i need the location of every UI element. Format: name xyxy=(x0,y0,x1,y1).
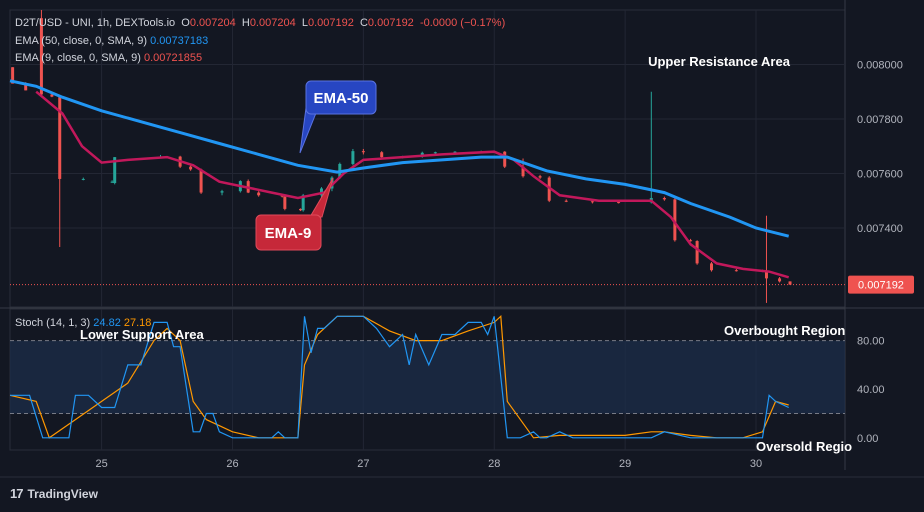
price-tick-label: 0.007400 xyxy=(857,223,903,235)
time-tick-label: 27 xyxy=(357,458,369,470)
ema9-callout-box xyxy=(255,214,322,251)
candle-body xyxy=(503,151,507,167)
price-tick-label: 0.007600 xyxy=(857,168,903,180)
ema9-line xyxy=(35,90,790,279)
tradingview-logo[interactable]: 17 TradingView xyxy=(10,486,98,501)
candle-body xyxy=(538,176,542,178)
stoch-tick-label: 80.00 xyxy=(857,336,885,348)
ema50-legend-label: EMA (50, close, 0, SMA, 9) xyxy=(15,35,148,47)
candle-body xyxy=(283,196,287,209)
candle-body xyxy=(113,157,117,184)
high-value: 0.007204 xyxy=(249,17,296,29)
candle-body xyxy=(299,208,303,211)
header-line-3[interactable]: EMA (9, close, 0, SMA, 9) 0.00721855 xyxy=(15,52,202,64)
ema50-line xyxy=(9,79,790,238)
candle-body xyxy=(689,240,693,242)
ema50-callout-box xyxy=(305,80,377,115)
price-tick-label: 0.007800 xyxy=(857,114,903,126)
time-tick-label: 28 xyxy=(488,458,500,470)
candle-body xyxy=(433,152,437,154)
upper-resistance-label: Upper Resistance Area xyxy=(648,54,791,69)
stoch-legend[interactable]: Stoch (14, 1, 3) 24.82 27.18 xyxy=(15,317,151,329)
tradingview-logo-text: TradingView xyxy=(27,486,98,501)
candle-body xyxy=(24,83,28,91)
close-label: C xyxy=(359,17,368,29)
price-tick-label: 0.008000 xyxy=(857,59,903,71)
time-tick-label: 29 xyxy=(619,458,631,470)
candle-body xyxy=(199,169,203,193)
candle-body xyxy=(662,198,666,200)
ema9-legend-value: 0.00721855 xyxy=(144,52,203,64)
ema9-callout-label: EMA-9 xyxy=(265,225,312,242)
candle-body xyxy=(453,151,457,153)
ema50-callout-label: EMA-50 xyxy=(313,90,368,107)
stoch-tick-label: 40.00 xyxy=(857,384,885,396)
candle-body xyxy=(351,151,355,164)
low-label: L xyxy=(301,17,308,29)
open-label: O xyxy=(181,17,190,29)
ema50-callout-pointer xyxy=(299,107,319,154)
candle-body xyxy=(11,67,15,84)
time-tick-label: 26 xyxy=(226,458,238,470)
candle-body xyxy=(110,181,114,183)
open-value: 0.007204 xyxy=(189,17,236,29)
candle-body xyxy=(380,152,384,158)
high-label: H xyxy=(241,17,250,29)
candle-body xyxy=(301,195,305,211)
candle-body xyxy=(778,278,782,282)
oversold-label: Oversold Regio xyxy=(756,439,852,454)
ema50-legend-value: 0.00737183 xyxy=(150,35,209,47)
candle-body xyxy=(764,271,768,279)
header-line-1: D2T/USD - UNI, 1h, DEXTools.io O0.007204… xyxy=(15,17,505,29)
stoch-band-fill xyxy=(10,340,845,414)
candle-body xyxy=(39,18,43,95)
stoch-k-line xyxy=(10,315,789,439)
candle-body xyxy=(617,202,621,204)
last-price-badge xyxy=(848,275,914,294)
candle-body xyxy=(590,201,594,203)
candle-body xyxy=(564,200,568,202)
ema9-legend-label: EMA (9, close, 0, SMA, 9) xyxy=(15,52,141,64)
time-tick-label: 25 xyxy=(95,458,107,470)
candle-body xyxy=(361,151,365,153)
stoch-k-value: 24.82 xyxy=(93,317,121,329)
candle-body xyxy=(788,281,792,285)
low-value: 0.007192 xyxy=(307,17,354,29)
overbought-label: Overbought Region xyxy=(724,323,845,338)
candle-body xyxy=(257,192,261,196)
candle-body xyxy=(673,199,677,241)
change-value: -0.0000 (−0.17%) xyxy=(419,17,506,29)
candle-body xyxy=(521,166,525,177)
lower-support-label: Lower Support Area xyxy=(80,327,205,342)
candle-body xyxy=(81,178,85,180)
stoch-d-value: 27.18 xyxy=(123,317,152,329)
symbol-label: D2T/USD - UNI, 1h, DEXTools.io xyxy=(15,17,176,29)
candle-body xyxy=(734,270,738,272)
ema9-callout-pointer xyxy=(309,177,334,218)
stoch-legend-label: Stoch (14, 1, 3) xyxy=(15,317,91,329)
candle-body xyxy=(189,166,193,170)
time-tick-label: 30 xyxy=(750,458,762,470)
candle-body xyxy=(220,191,224,193)
header-line-2[interactable]: EMA (50, close, 0, SMA, 9) 0.00737183 xyxy=(15,35,208,47)
stoch-tick-label: 0.00 xyxy=(857,433,878,445)
candle-body xyxy=(695,241,699,264)
candle-body xyxy=(50,94,54,97)
tradingview-logo-icon: 17 xyxy=(10,486,24,501)
close-value: 0.007192 xyxy=(367,17,414,29)
last-price-badge-label: 0.007192 xyxy=(858,280,904,292)
candle-body xyxy=(58,97,62,179)
candle-body xyxy=(710,263,714,271)
